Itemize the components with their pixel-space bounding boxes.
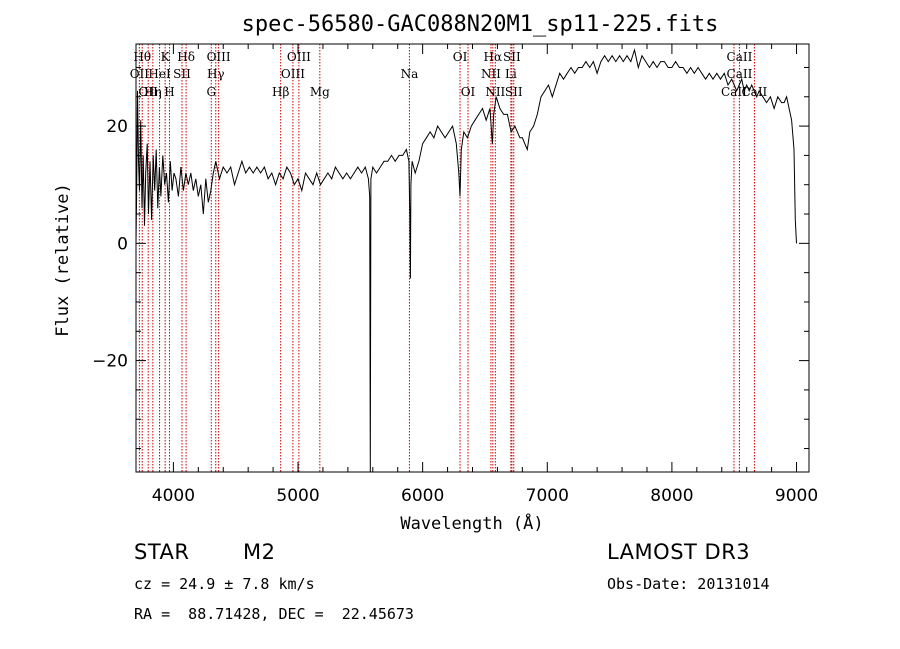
reference-line-label: Hδ	[177, 50, 195, 64]
x-tick-label: 4000	[152, 486, 195, 506]
reference-line-label: Na	[401, 67, 419, 81]
reference-line-label: OII	[130, 67, 150, 81]
reference-line-label: SII	[173, 67, 191, 81]
reference-line-label: OI	[461, 85, 476, 99]
reference-line-label: Hα	[484, 50, 503, 64]
reference-line-label: K	[161, 50, 171, 64]
x-axis-label: Wavelength (Å)	[400, 512, 543, 534]
x-axis: 4000 5000 6000 7000 8000 9000	[152, 44, 818, 506]
spectrum-line	[135, 47, 797, 473]
reference-line-label: SII	[503, 50, 521, 64]
y-axis-label: Flux (relative)	[53, 183, 73, 337]
x-tick-label: 6000	[401, 486, 444, 506]
x-tick-label: 9000	[775, 486, 818, 506]
reference-line-label: H	[164, 85, 174, 99]
reference-line-label: Mg	[310, 85, 330, 99]
survey-name: LAMOST DR3	[607, 540, 751, 564]
y-axis: −20 0 20	[92, 66, 809, 450]
reference-line-label: Li	[505, 67, 517, 81]
reference-line-label: OI	[453, 50, 468, 64]
reference-line-label: SII	[505, 85, 523, 99]
reference-line-label: Hγ	[207, 67, 225, 81]
y-tick-label: 0	[117, 234, 128, 254]
reference-line-label: G	[206, 85, 216, 99]
reference-line-label: CaII	[721, 85, 747, 99]
reference-lines	[138, 44, 755, 472]
x-tick-label: 7000	[526, 486, 569, 506]
x-tick-label: 5000	[276, 486, 319, 506]
reference-line-label: CaII	[727, 50, 753, 64]
reference-line-label: Hη	[144, 85, 162, 99]
reference-line-label: OIII	[287, 50, 311, 64]
reference-line-label: OII	[139, 85, 159, 99]
object-class: STAR	[134, 540, 190, 564]
plot-frame	[135, 43, 810, 473]
reference-line-label: Hβ	[272, 85, 289, 99]
reference-line-label: NII	[485, 85, 505, 99]
reference-line-label: Hθ	[133, 50, 151, 64]
reference-line-labels: HθOIIOIIHηHeIKHSIIHδGHγOIIIHβOIIIOIIIMgN…	[130, 50, 768, 99]
chart-title: spec-56580-GAC088N20M1_sp11-225.fits	[242, 12, 719, 37]
coordinates: RA = 88.71428, DEC = 22.45673	[134, 605, 414, 623]
y-tick-label: 20	[106, 117, 128, 137]
reference-line-label: HeI	[148, 67, 171, 81]
object-subclass: M2	[243, 540, 276, 564]
y-tick-label: −20	[92, 352, 128, 372]
observation-date: Obs-Date: 20131014	[607, 575, 770, 593]
reference-line-label: CaII	[727, 67, 753, 81]
reference-line-label: OIII	[281, 67, 305, 81]
reference-line-label: NII	[481, 67, 501, 81]
x-tick-label: 8000	[650, 486, 693, 506]
redshift-cz: cz = 24.9 ± 7.8 km/s	[134, 575, 315, 593]
reference-line-label: OIII	[207, 50, 231, 64]
